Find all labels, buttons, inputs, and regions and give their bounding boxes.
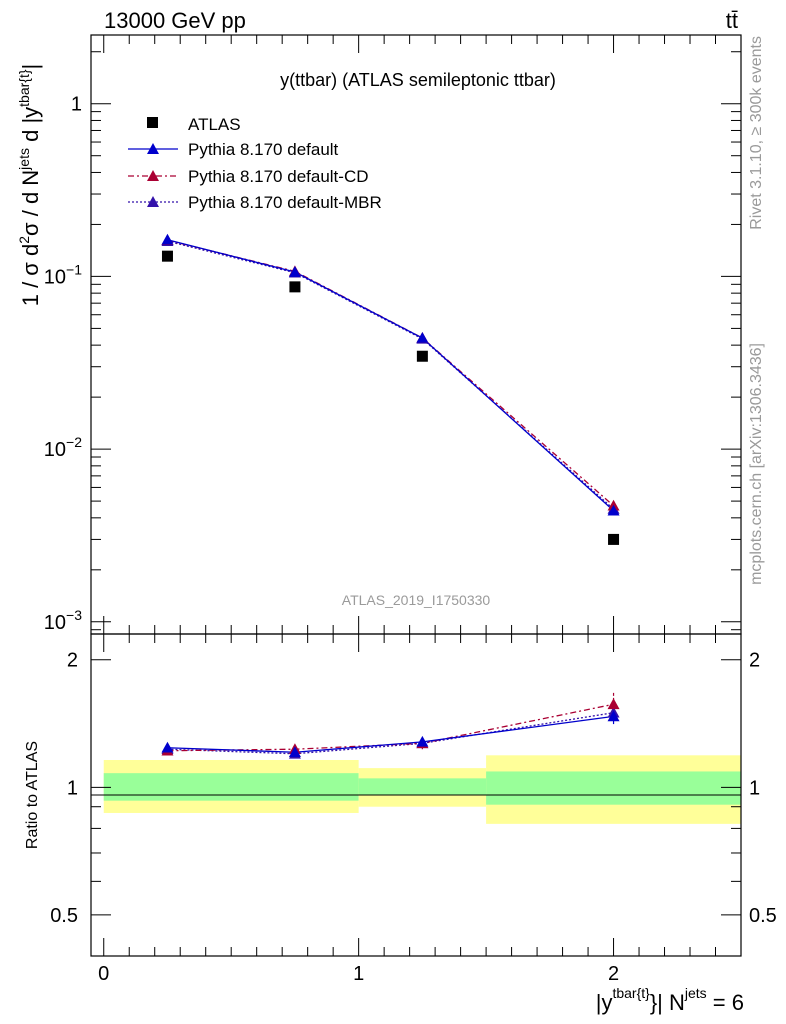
ratio-frame bbox=[90, 633, 742, 957]
main-y-tick-label: 10−1 bbox=[44, 261, 82, 288]
legend-label-default: Pythia 8.170 default bbox=[188, 140, 339, 159]
main-y-tick-label: 10−2 bbox=[44, 434, 82, 461]
ratio-line-cd bbox=[167, 703, 614, 752]
ratio-uncertainty-band-inner bbox=[486, 771, 741, 805]
main-y-axis-label: 1 / σ d2σ / d Njets d |ytbar{t}| bbox=[16, 64, 43, 307]
ratio-marker-default bbox=[161, 741, 174, 753]
main-line-cd bbox=[167, 239, 614, 507]
legend-marker-mbr bbox=[147, 196, 159, 207]
ratio-line-default bbox=[167, 715, 614, 753]
ratio-marker-default bbox=[288, 746, 301, 758]
legend-label-atlas: ATLAS bbox=[188, 115, 241, 134]
ratio-marker-default bbox=[416, 735, 429, 747]
atlas-data-point bbox=[416, 350, 428, 362]
main-y-tick-label: 1 bbox=[71, 94, 82, 116]
plot-title: y(ttbar) (ATLAS semileptonic ttbar) bbox=[280, 70, 556, 90]
ratio-y-tick-label-right: 2 bbox=[749, 650, 760, 672]
main-panel: y(ttbar) (ATLAS semileptonic ttbar) ATLA… bbox=[16, 34, 742, 635]
atlas-data-point bbox=[608, 533, 620, 545]
ratio-uncertainty-band-inner bbox=[103, 773, 359, 801]
ratio-y-tick-label-right: 0.5 bbox=[749, 905, 777, 927]
atlas-data-point bbox=[289, 281, 301, 293]
x-tick-label: 2 bbox=[608, 963, 619, 985]
x-axis-label: |ytbar{t}}| Njets = 6 bbox=[596, 985, 744, 1015]
ratio-y-tick-label: 1 bbox=[67, 777, 78, 799]
ratio-marker-cd bbox=[607, 698, 620, 710]
ratio-panel: 0.5 0.5 1 1 2 2 0 1 2 Ratio to ATLAS |ytbar{t}}|… bbox=[24, 633, 777, 1015]
main-y-tick-label: 10−3 bbox=[44, 607, 82, 634]
ratio-marker-default bbox=[607, 710, 620, 722]
process-label: tt̄ bbox=[726, 8, 738, 33]
legend-label-cd: Pythia 8.170 default-CD bbox=[188, 167, 369, 186]
main-line-mbr bbox=[167, 240, 614, 510]
ratio-uncertainty-band-inner bbox=[358, 778, 487, 795]
ratio-y-axis-label: Ratio to ATLAS bbox=[24, 741, 41, 849]
ratio-line-mbr bbox=[167, 712, 614, 755]
main-line-default bbox=[167, 239, 614, 512]
main-marker-default bbox=[288, 266, 301, 277]
legend-marker-cd bbox=[147, 170, 159, 181]
mcplots-source-text: mcplots.cern.ch [arXiv:1306.3436] bbox=[748, 343, 765, 585]
ratio-y-tick-label-right: 1 bbox=[749, 777, 760, 799]
main-marker-default bbox=[416, 331, 429, 343]
atlas-data-point bbox=[161, 250, 173, 262]
legend-marker-default bbox=[147, 143, 159, 154]
x-tick-label: 0 bbox=[98, 963, 109, 985]
ratio-y-tick-label: 2 bbox=[67, 650, 78, 672]
analysis-watermark: ATLAS_2019_I1750330 bbox=[342, 592, 491, 608]
legend-label-mbr: Pythia 8.170 default-MBR bbox=[188, 193, 382, 212]
rivet-version-text: Rivet 3.1.10, ≥ 300k events bbox=[748, 36, 765, 230]
energy-label: 13000 GeV pp bbox=[104, 8, 246, 33]
ratio-y-tick-label: 0.5 bbox=[50, 905, 78, 927]
x-tick-label: 1 bbox=[353, 963, 364, 985]
legend: ATLAS Pythia 8.170 default Pythia 8.170 … bbox=[128, 115, 382, 212]
legend-marker-atlas bbox=[147, 117, 158, 128]
main-marker-default bbox=[161, 233, 174, 245]
main-marker-default bbox=[607, 504, 620, 516]
